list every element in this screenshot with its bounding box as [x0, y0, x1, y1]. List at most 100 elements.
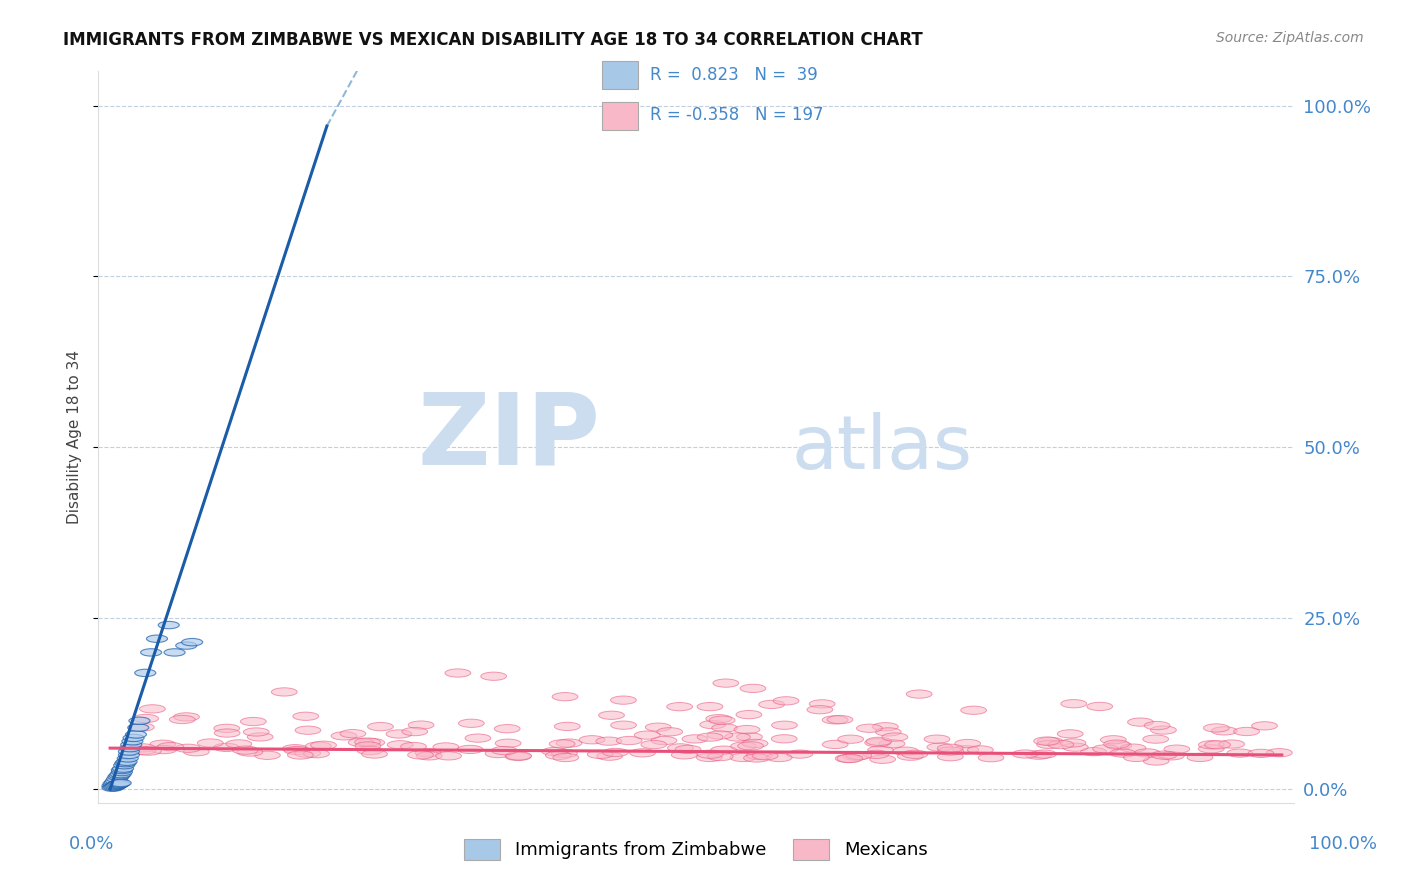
- Ellipse shape: [108, 780, 129, 788]
- Ellipse shape: [1204, 723, 1229, 732]
- Ellipse shape: [807, 706, 832, 714]
- Ellipse shape: [457, 746, 484, 754]
- Ellipse shape: [882, 733, 908, 741]
- Ellipse shape: [897, 752, 924, 760]
- Ellipse shape: [120, 745, 141, 752]
- Ellipse shape: [118, 747, 139, 756]
- Ellipse shape: [117, 755, 138, 762]
- Ellipse shape: [292, 712, 319, 721]
- Ellipse shape: [240, 717, 266, 726]
- Ellipse shape: [955, 739, 980, 747]
- Ellipse shape: [505, 752, 531, 761]
- Ellipse shape: [387, 740, 413, 749]
- Ellipse shape: [766, 754, 792, 762]
- Text: atlas: atlas: [792, 411, 973, 484]
- Ellipse shape: [1233, 727, 1260, 736]
- Text: ZIP: ZIP: [418, 389, 600, 485]
- Ellipse shape: [311, 741, 336, 749]
- Ellipse shape: [1104, 740, 1129, 748]
- Ellipse shape: [173, 713, 200, 721]
- FancyBboxPatch shape: [602, 102, 638, 130]
- Ellipse shape: [579, 736, 605, 744]
- Ellipse shape: [118, 751, 139, 758]
- Ellipse shape: [1164, 745, 1189, 753]
- Ellipse shape: [111, 766, 132, 773]
- Ellipse shape: [671, 751, 697, 759]
- Ellipse shape: [332, 731, 357, 740]
- Ellipse shape: [697, 703, 723, 711]
- Ellipse shape: [129, 717, 150, 724]
- Ellipse shape: [873, 723, 898, 731]
- Ellipse shape: [866, 737, 891, 746]
- Ellipse shape: [868, 746, 893, 755]
- Ellipse shape: [953, 746, 979, 754]
- Ellipse shape: [128, 723, 155, 731]
- Ellipse shape: [141, 648, 162, 657]
- Ellipse shape: [657, 728, 683, 736]
- Ellipse shape: [979, 754, 1004, 762]
- Ellipse shape: [105, 777, 127, 785]
- Ellipse shape: [1159, 752, 1184, 760]
- Ellipse shape: [107, 781, 128, 789]
- Ellipse shape: [810, 699, 835, 708]
- Ellipse shape: [707, 752, 733, 761]
- Ellipse shape: [387, 730, 412, 739]
- Ellipse shape: [349, 739, 374, 747]
- Ellipse shape: [960, 706, 987, 714]
- Ellipse shape: [903, 750, 928, 758]
- Text: IMMIGRANTS FROM ZIMBABWE VS MEXICAN DISABILITY AGE 18 TO 34 CORRELATION CHART: IMMIGRANTS FROM ZIMBABWE VS MEXICAN DISA…: [63, 31, 922, 49]
- Ellipse shape: [416, 752, 441, 760]
- Ellipse shape: [1152, 751, 1177, 759]
- Y-axis label: Disability Age 18 to 34: Disability Age 18 to 34: [67, 350, 83, 524]
- Ellipse shape: [1123, 754, 1149, 762]
- Ellipse shape: [103, 783, 124, 791]
- Ellipse shape: [1025, 751, 1052, 759]
- Ellipse shape: [408, 721, 434, 729]
- Ellipse shape: [197, 739, 224, 747]
- Ellipse shape: [305, 742, 332, 750]
- Ellipse shape: [356, 742, 381, 750]
- Ellipse shape: [436, 752, 461, 760]
- Ellipse shape: [226, 739, 252, 748]
- Ellipse shape: [247, 733, 273, 741]
- Ellipse shape: [401, 742, 426, 751]
- Ellipse shape: [1198, 740, 1225, 749]
- Ellipse shape: [481, 672, 506, 681]
- Ellipse shape: [108, 773, 129, 780]
- Ellipse shape: [1251, 722, 1278, 730]
- Ellipse shape: [146, 635, 167, 642]
- Ellipse shape: [634, 731, 661, 739]
- Ellipse shape: [893, 747, 918, 756]
- Text: 100.0%: 100.0%: [1309, 835, 1376, 853]
- Ellipse shape: [104, 779, 125, 786]
- Ellipse shape: [169, 715, 195, 723]
- Ellipse shape: [132, 714, 159, 723]
- Ellipse shape: [129, 747, 156, 755]
- Ellipse shape: [157, 742, 183, 751]
- Ellipse shape: [772, 735, 797, 743]
- Ellipse shape: [856, 724, 883, 732]
- Ellipse shape: [110, 772, 131, 779]
- Ellipse shape: [666, 703, 693, 711]
- Ellipse shape: [603, 748, 628, 756]
- Ellipse shape: [697, 733, 723, 741]
- Ellipse shape: [596, 752, 623, 760]
- Ellipse shape: [1227, 749, 1253, 757]
- Ellipse shape: [927, 743, 953, 751]
- Ellipse shape: [111, 768, 132, 776]
- Ellipse shape: [752, 752, 778, 760]
- Ellipse shape: [243, 728, 269, 736]
- Ellipse shape: [710, 746, 737, 755]
- Ellipse shape: [117, 758, 138, 765]
- Ellipse shape: [284, 747, 309, 755]
- Ellipse shape: [129, 744, 156, 752]
- Ellipse shape: [465, 734, 491, 742]
- Ellipse shape: [304, 749, 329, 758]
- Ellipse shape: [1135, 748, 1160, 757]
- Ellipse shape: [150, 746, 177, 754]
- Ellipse shape: [176, 642, 197, 649]
- Ellipse shape: [135, 669, 156, 677]
- Ellipse shape: [1101, 736, 1126, 744]
- Ellipse shape: [713, 679, 738, 687]
- Ellipse shape: [128, 724, 149, 731]
